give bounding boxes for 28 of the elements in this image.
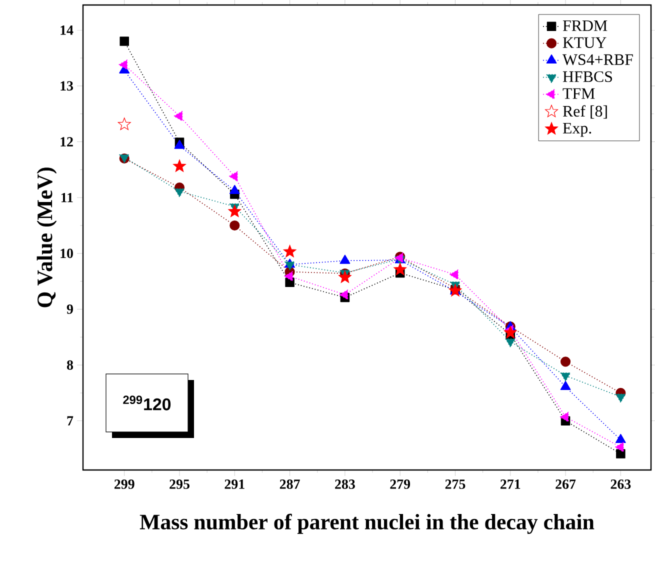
y-tick-label: 8: [66, 360, 74, 370]
legend-label: Ref [8]: [562, 105, 607, 119]
x-tick-label: 291: [224, 480, 244, 489]
x-tick-label: 279: [390, 480, 410, 489]
y-tick-label: 12: [60, 137, 73, 146]
x-tick-label: 263: [610, 480, 631, 489]
legend-label: TFM: [562, 88, 595, 99]
y-tick-label: 11: [61, 192, 73, 202]
legend-label: FRDM: [562, 20, 608, 31]
legend-label: WS4+RBF: [562, 54, 633, 66]
legend-label: KTUY: [562, 37, 606, 48]
legend-label: HFBCS: [562, 71, 612, 82]
x-tick-label: 283: [335, 480, 355, 489]
x-tick-label: 271: [500, 480, 520, 489]
legend-label: Exp.: [562, 122, 592, 137]
x-tick-label: 295: [170, 480, 190, 489]
x-axis-title: Mass number of parent nuclei in the decay chain: [140, 514, 594, 534]
x-tick-label: 287: [280, 480, 300, 489]
y-tick-label: 14: [60, 25, 74, 35]
y-tick-label: 9: [66, 304, 73, 314]
x-tick-label: 275: [445, 480, 466, 489]
x-tick-label: 267: [556, 480, 576, 489]
y-tick-label: 10: [60, 248, 73, 258]
y-tick-label: 7: [67, 416, 74, 426]
x-tick-label: 299: [114, 480, 134, 489]
y-tick-label: 13: [60, 81, 74, 91]
annotation: $^{299}$120: [123, 396, 171, 410]
y-axis-title: Q Value (MeV): [36, 168, 57, 308]
